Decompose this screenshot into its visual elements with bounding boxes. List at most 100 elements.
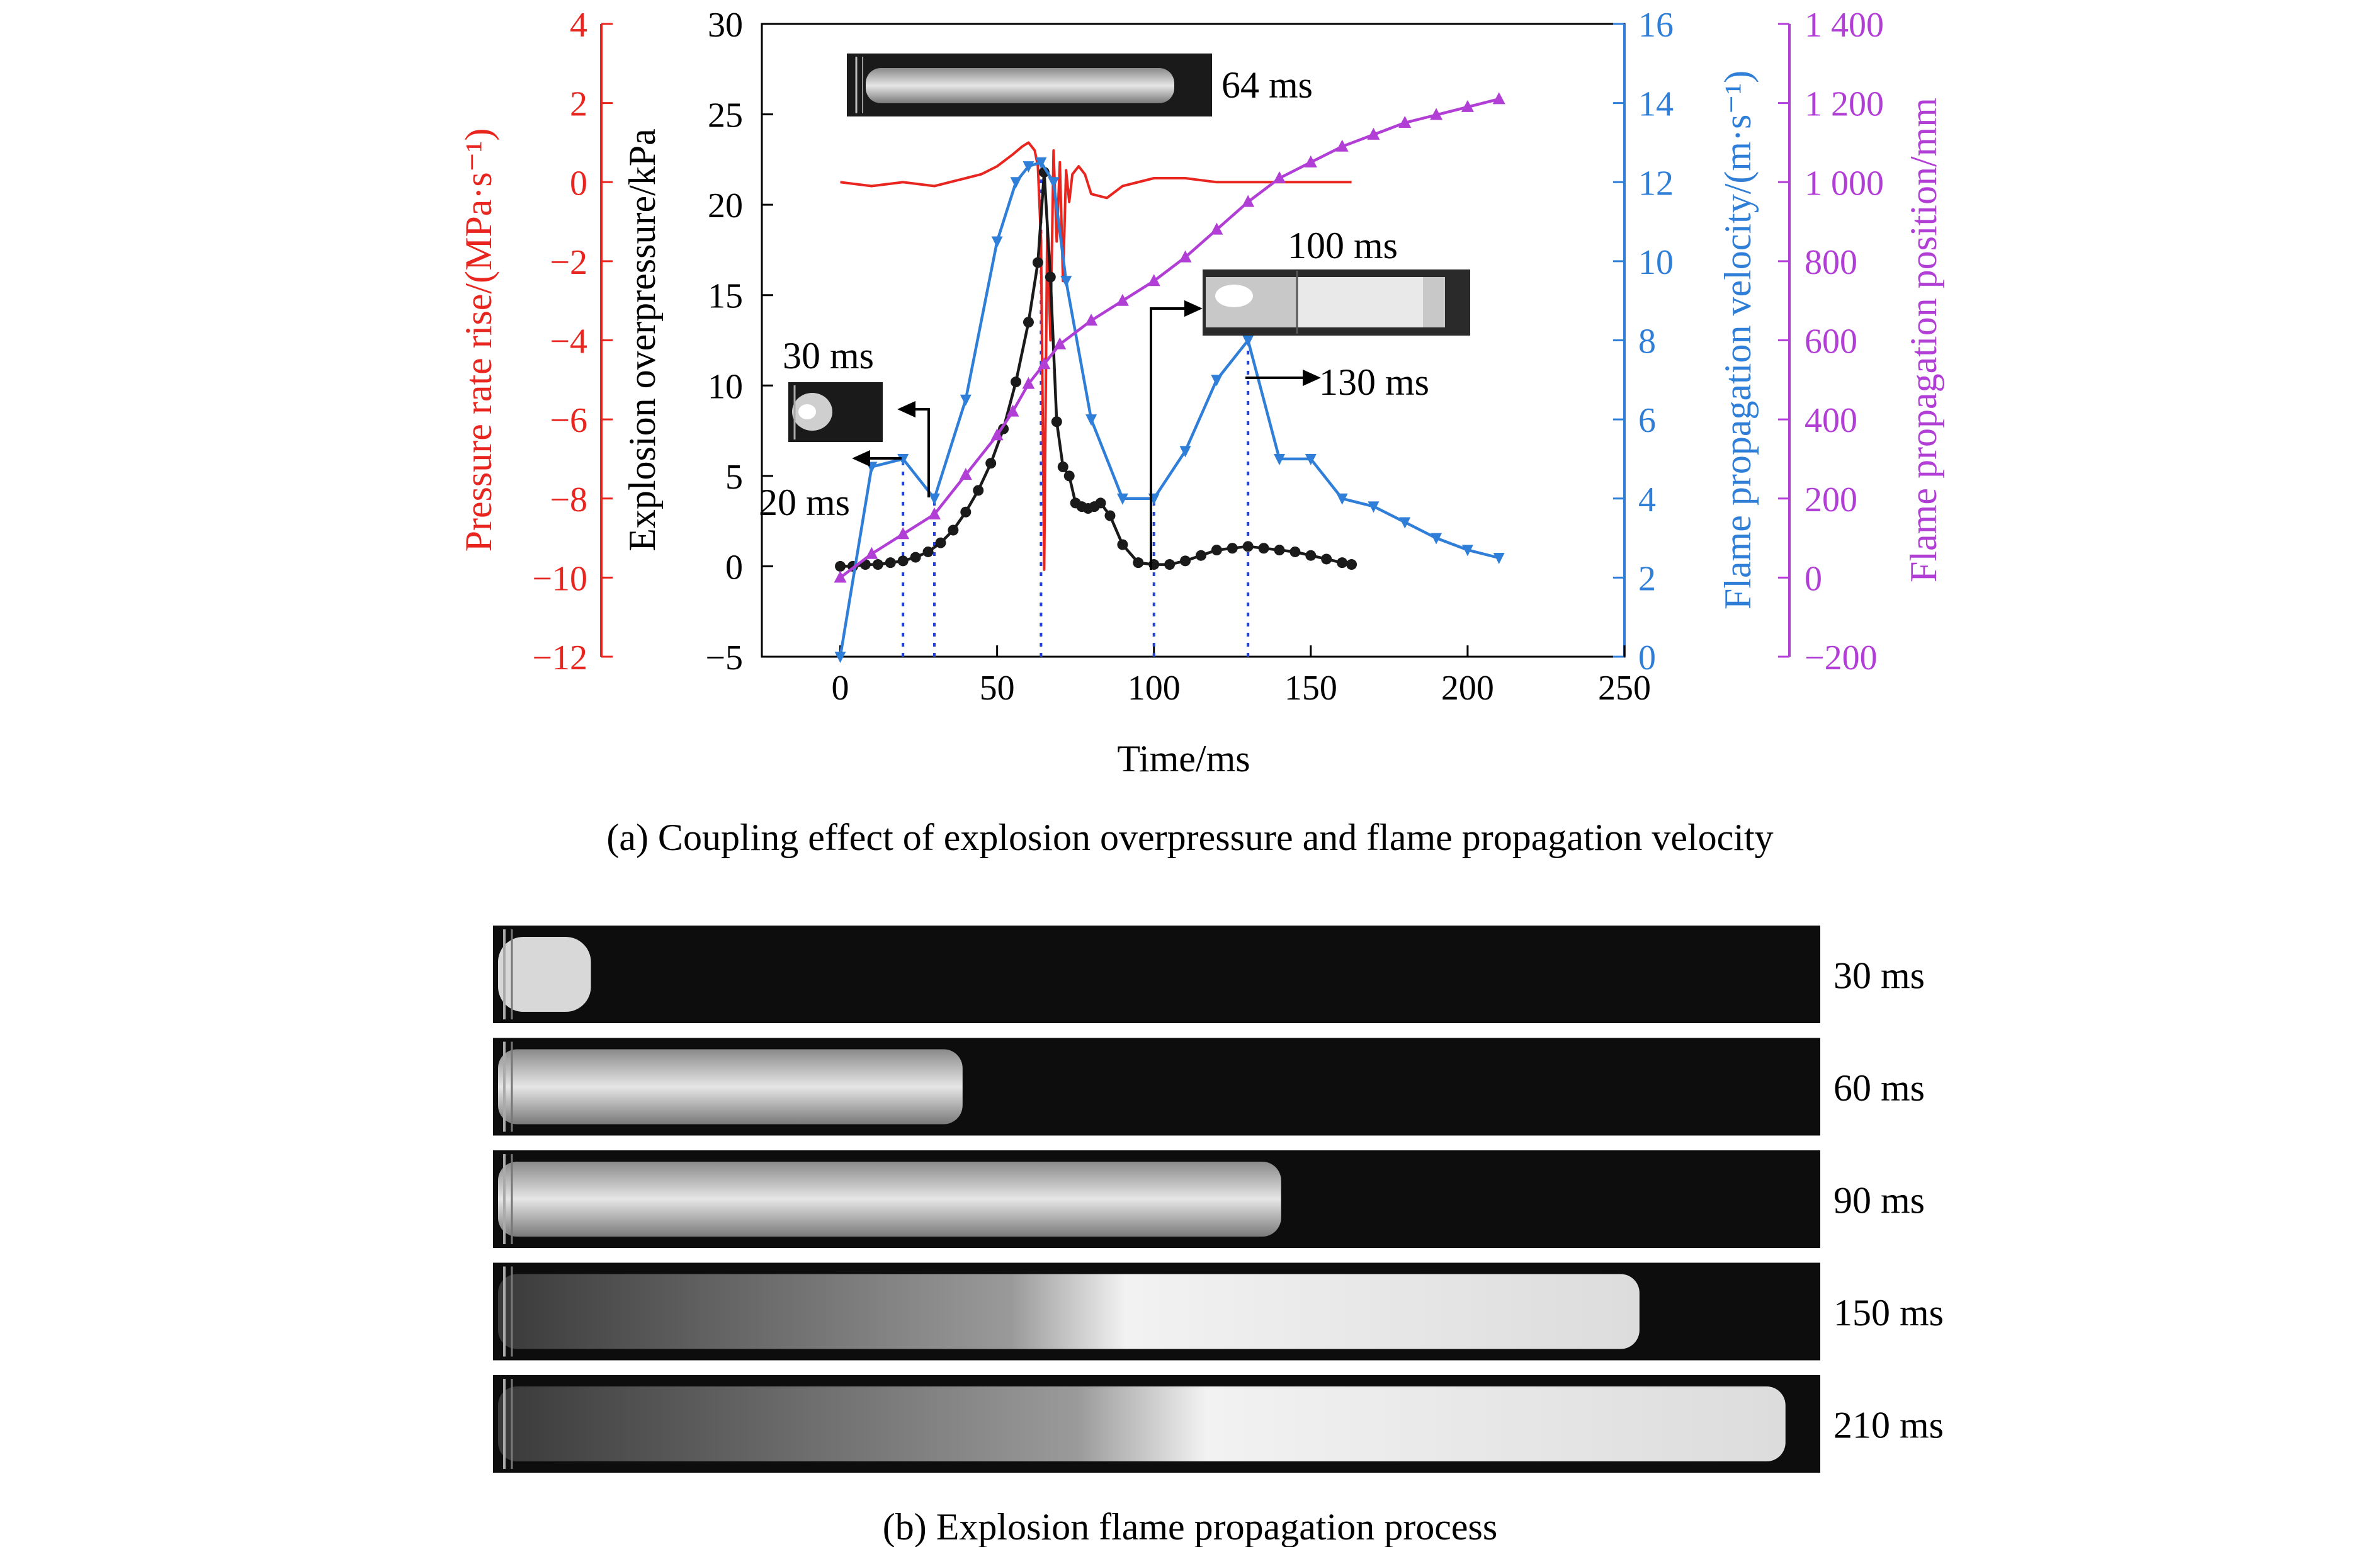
overpressure-point bbox=[897, 555, 909, 567]
frame-time-label: 210 ms bbox=[1833, 1405, 1944, 1446]
chart-a: −12 −10 −8 −6 −4 −2 0 2 4 Pressure rate rise/(MP… bbox=[458, 6, 1944, 858]
velocity-point bbox=[1368, 501, 1380, 513]
caption-a: (a) Coupling effect of explosion overpre… bbox=[606, 817, 1773, 858]
flame-frame: 90 ms bbox=[493, 1150, 1925, 1248]
time-axis: 0 50 100 150 200 250 Time/ms bbox=[832, 645, 1651, 779]
y-tick-label: 4 bbox=[1638, 480, 1656, 519]
velocity-point bbox=[929, 493, 940, 505]
overpressure-point bbox=[935, 537, 946, 548]
velocity-point bbox=[1060, 276, 1072, 288]
flame-frame: 30 ms bbox=[493, 926, 1925, 1023]
velocity-point bbox=[1461, 545, 1473, 557]
x-tick-label: 0 bbox=[832, 669, 849, 708]
overpressure-point bbox=[1095, 497, 1106, 509]
velocity-point bbox=[991, 236, 1003, 248]
y-tick-label: 0 bbox=[1638, 638, 1656, 677]
annotation-30ms: 30 ms bbox=[783, 335, 874, 377]
position-point bbox=[1430, 108, 1443, 120]
overpressure-point bbox=[922, 546, 934, 557]
velocity-point bbox=[960, 394, 972, 406]
x-tick-label: 250 bbox=[1598, 669, 1651, 708]
flame-frame: 60 ms bbox=[493, 1038, 1925, 1136]
flame-frame: 210 ms bbox=[493, 1375, 1944, 1473]
inset-30ms: 30 ms bbox=[783, 335, 883, 442]
pressure-rate-series-line bbox=[840, 141, 1352, 571]
position-axis-label: Flame propagation position/mm bbox=[1903, 98, 1944, 582]
x-tick-label: 100 bbox=[1128, 669, 1181, 708]
position-point bbox=[1038, 357, 1051, 370]
overpressure-point bbox=[910, 552, 921, 563]
overpressure-point bbox=[985, 458, 997, 469]
annotation-20ms: 20 ms bbox=[759, 482, 850, 523]
inset-64ms: 64 ms bbox=[847, 54, 1313, 116]
velocity-point bbox=[1493, 552, 1505, 564]
frame-time-label: 60 ms bbox=[1833, 1067, 1925, 1109]
position-point bbox=[1022, 377, 1035, 389]
overpressure-point bbox=[1104, 510, 1116, 521]
y-tick-label: 600 bbox=[1805, 322, 1857, 361]
y-tick-label: 2 bbox=[1638, 559, 1656, 598]
position-series-line bbox=[839, 98, 1500, 579]
position-point bbox=[865, 547, 878, 559]
y-tick-label: 12 bbox=[1638, 164, 1674, 203]
overpressure-point bbox=[1337, 557, 1348, 569]
position-point bbox=[834, 570, 847, 583]
annotation-130ms: 130 ms bbox=[1319, 361, 1429, 403]
overpressure-point bbox=[1057, 462, 1068, 472]
position-point bbox=[1179, 250, 1192, 263]
y-tick-label: 8 bbox=[1638, 322, 1656, 361]
y-tick-label: −4 bbox=[550, 322, 587, 361]
position-point bbox=[990, 428, 1004, 441]
position-point bbox=[959, 468, 972, 480]
position-point bbox=[1492, 92, 1505, 105]
y-tick-label: 0 bbox=[725, 548, 743, 587]
overpressure-point bbox=[1195, 550, 1206, 561]
y-tick-label: −200 bbox=[1805, 638, 1878, 677]
x-tick-label: 150 bbox=[1284, 669, 1337, 708]
velocity-point bbox=[897, 453, 909, 465]
flame-front bbox=[498, 937, 591, 1012]
overpressure-point bbox=[1051, 416, 1062, 428]
flame-front bbox=[498, 1049, 963, 1125]
position-point bbox=[1242, 195, 1255, 207]
velocity-point bbox=[1399, 517, 1411, 529]
pressure-rate-axis-label: Pressure rate rise/(MPa·s⁻¹) bbox=[458, 128, 499, 552]
y-tick-label: 15 bbox=[708, 277, 743, 316]
velocity-point bbox=[834, 652, 846, 663]
y-tick-label: −10 bbox=[532, 559, 587, 598]
flame-frame: 150 ms bbox=[493, 1262, 1944, 1361]
position-axis: −200 0 200 400 600 800 1 000 1 200 1 400 Flame p… bbox=[1778, 6, 1944, 677]
y-tick-label: 4 bbox=[570, 6, 587, 45]
overpressure-point bbox=[1063, 470, 1075, 482]
annotation-arrows bbox=[852, 300, 1321, 570]
velocity-point bbox=[1336, 493, 1348, 505]
position-point bbox=[1398, 116, 1412, 128]
y-tick-label: 10 bbox=[1638, 243, 1674, 282]
position-point bbox=[1006, 404, 1019, 417]
position-point bbox=[1304, 155, 1317, 167]
position-point bbox=[1367, 127, 1380, 140]
frame-time-label: 30 ms bbox=[1833, 955, 1925, 997]
position-point bbox=[1116, 293, 1129, 306]
velocity-point bbox=[1048, 177, 1060, 189]
velocity-axis: 0 2 4 6 8 10 12 14 16 Flame propagation velocity… bbox=[1613, 6, 1759, 677]
velocity-axis-label: Flame propagation velocity/(m·s⁻¹) bbox=[1717, 71, 1759, 609]
y-tick-label: −2 bbox=[550, 243, 587, 282]
overpressure-point bbox=[835, 560, 846, 572]
overpressure-point bbox=[1305, 550, 1317, 561]
position-point bbox=[1085, 314, 1098, 326]
overpressure-point bbox=[960, 506, 972, 518]
y-tick-label: 0 bbox=[1805, 559, 1822, 598]
velocity-point bbox=[1305, 453, 1317, 465]
inset-100ms: 100 ms bbox=[1203, 225, 1470, 336]
y-tick-label: 1 200 bbox=[1805, 85, 1884, 124]
overpressure-point bbox=[1258, 543, 1269, 554]
velocity-point bbox=[1116, 493, 1128, 505]
overpressure-point bbox=[1211, 545, 1222, 556]
frame-background bbox=[493, 926, 1820, 1023]
time-axis-label: Time/ms bbox=[1117, 738, 1250, 779]
y-tick-label: 0 bbox=[570, 164, 587, 203]
y-tick-label: 400 bbox=[1805, 401, 1857, 440]
y-tick-label: 20 bbox=[708, 186, 743, 225]
